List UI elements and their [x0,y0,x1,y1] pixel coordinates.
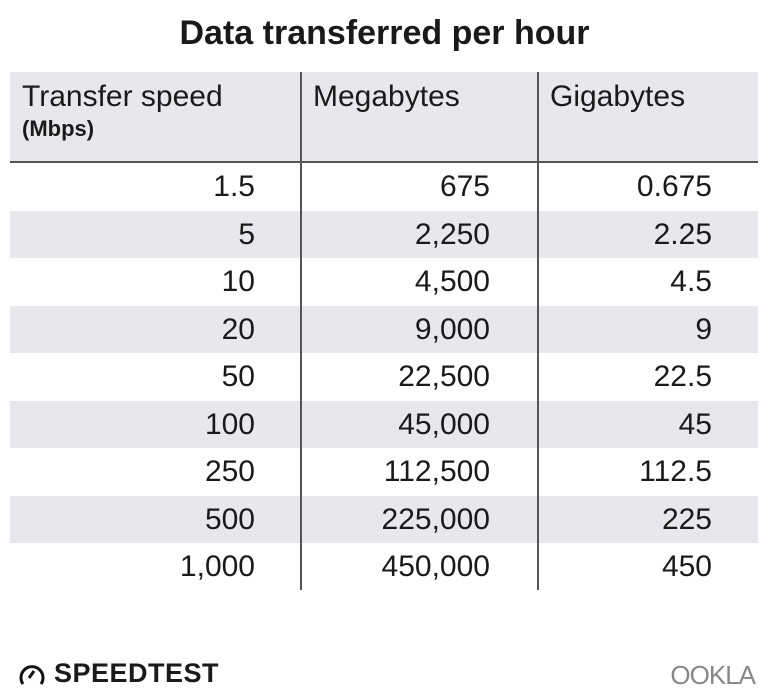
table-row: 250 112,500 112.5 [10,448,758,496]
speed-cell: 500 [204,502,255,536]
speed-cell: 5 [238,217,255,251]
speed-cell: 10 [221,265,255,298]
gigabytes-cell: 450 [661,550,712,583]
header-megabytes: Megabytes [313,80,460,113]
table-header: Transfer speed (Mbps) Megabytes Gigabyte… [10,72,758,163]
column-divider [537,72,539,590]
data-table: Transfer speed (Mbps) Megabytes Gigabyte… [10,72,758,591]
speed-cell: 20 [221,312,255,346]
gigabytes-cell: 45 [678,407,712,441]
speed-cell: 1,000 [179,550,255,583]
megabytes-cell: 4,500 [414,265,490,298]
speed-cell: 1.5 [213,170,255,203]
ookla-logo: OOKLA [670,660,756,690]
megabytes-cell: 225,000 [381,502,490,536]
table-row: 5 2,250 2.25 [10,210,758,258]
table-title: Data transferred per hour [179,14,590,52]
megabytes-cell: 9,000 [414,312,490,346]
table-row: 10 4,500 4.5 [10,258,758,306]
column-divider [300,72,302,590]
header-gigabytes: Gigabytes [550,80,686,113]
speedtest-wordmark: SPEEDTEST [54,658,220,688]
header-transfer-speed: Transfer speed (Mbps) [22,80,223,142]
gigabytes-cell: 112.5 [639,455,712,488]
table-row: 100 45,000 45 [10,400,758,448]
speedtest-logo: SPEEDTEST [18,658,219,689]
table-row: 20 9,000 9 [10,305,758,353]
megabytes-cell: 112,500 [383,455,490,488]
megabytes-cell: 2,250 [414,217,490,251]
table-row: 1,000 450,000 450 [10,543,758,591]
gigabytes-cell: 9 [695,312,712,346]
speed-cell: 50 [221,360,255,393]
header-label: Transfer speed [22,80,223,113]
speedometer-icon [19,664,45,685]
gigabytes-cell: 2.25 [653,217,712,251]
gigabytes-cell: 0.675 [636,170,712,203]
megabytes-cell: 45,000 [398,407,490,441]
gigabytes-cell: 22.5 [653,360,712,393]
table-row: 1.5 675 0.675 [10,163,758,211]
gigabytes-cell: 225 [661,502,712,536]
table-row: 500 225,000 225 [10,495,758,543]
megabytes-cell: 450,000 [381,550,490,583]
speed-cell: 100 [204,407,255,441]
gigabytes-cell: 4.5 [670,265,712,298]
table-row: 50 22,500 22.5 [10,353,758,401]
megabytes-cell: 22,500 [398,360,490,393]
speed-cell: 250 [204,455,255,488]
header-unit: (Mbps) [22,116,95,141]
megabytes-cell: 675 [439,170,490,203]
